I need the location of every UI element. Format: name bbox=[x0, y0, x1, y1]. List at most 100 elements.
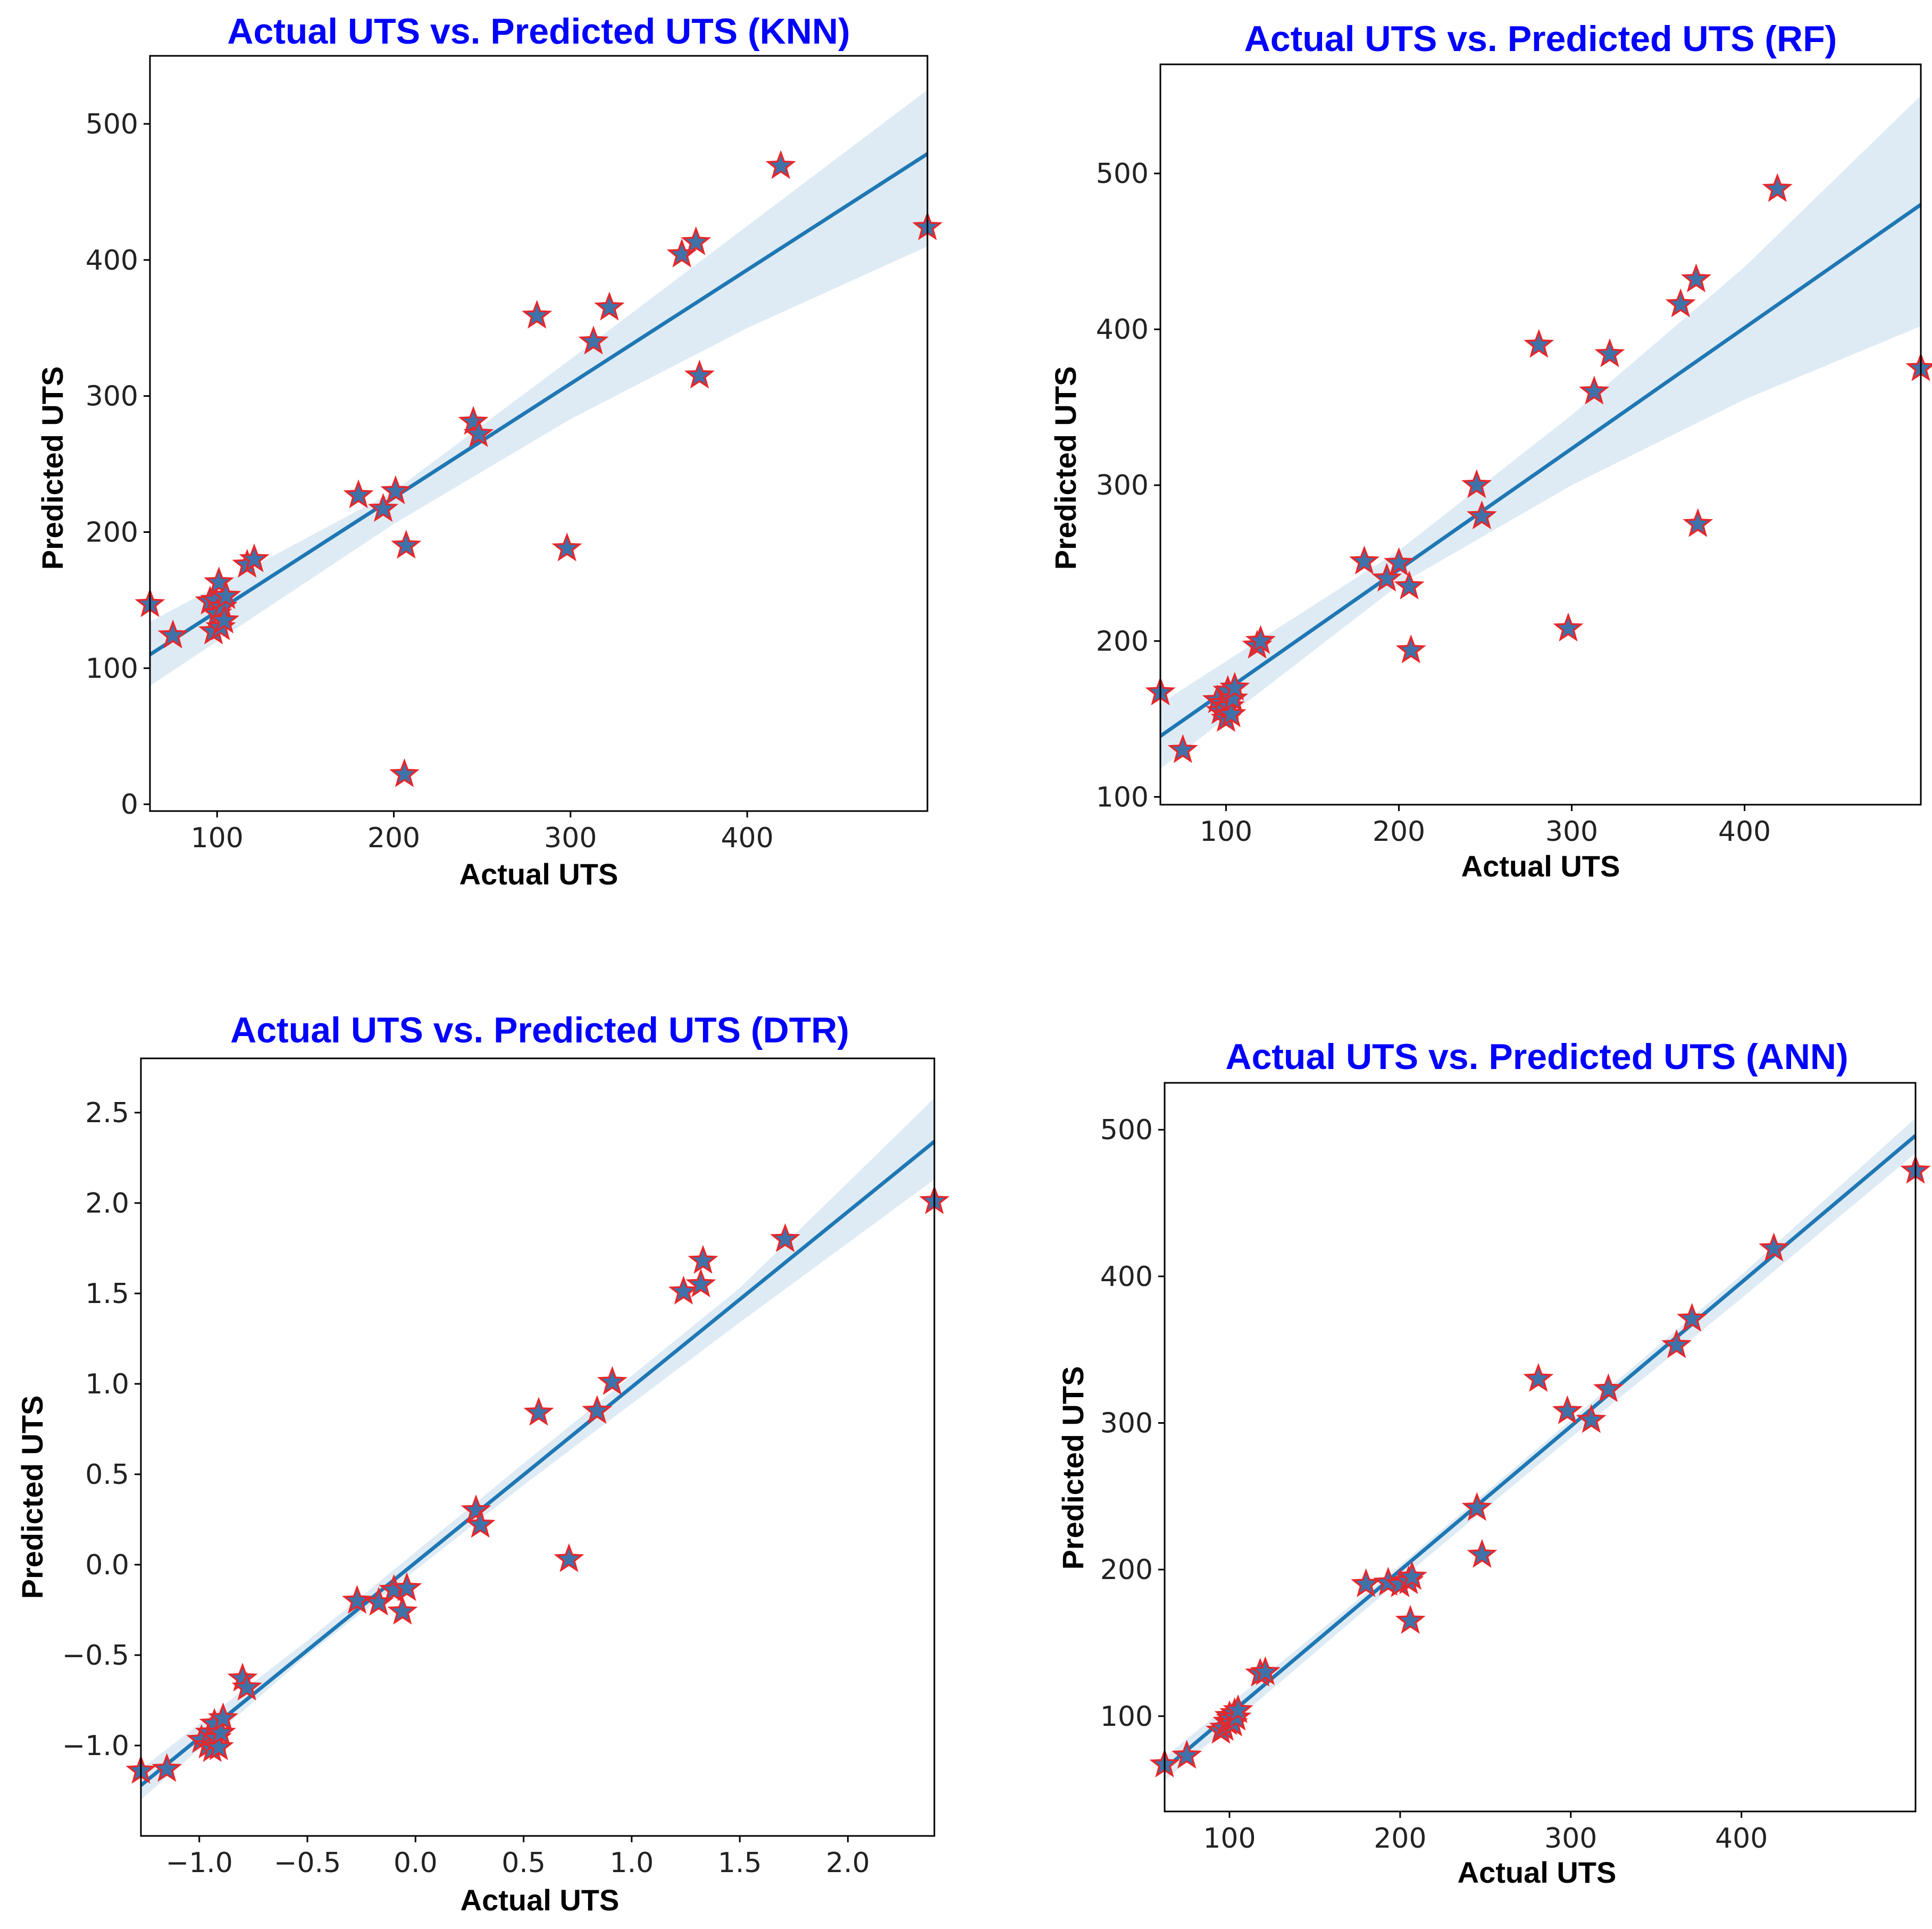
data-point bbox=[582, 1395, 613, 1424]
chart-title: Actual UTS vs. Predicted UTS (ANN) bbox=[1225, 1037, 1848, 1077]
data-point bbox=[1351, 1568, 1382, 1598]
data-point bbox=[1383, 547, 1415, 577]
y-tick-label: 100 bbox=[86, 653, 138, 684]
data-point bbox=[1245, 625, 1276, 654]
data-point bbox=[681, 226, 712, 255]
y-tick-label: 100 bbox=[1096, 781, 1149, 813]
data-point bbox=[668, 1275, 699, 1305]
data-point bbox=[1395, 634, 1426, 664]
panel-dtr: Actual UTS vs. Predicted UTS (DTR) Actua… bbox=[15, 1010, 950, 1917]
data-point bbox=[685, 1268, 716, 1298]
data-point bbox=[368, 493, 399, 522]
y-tick-label: 200 bbox=[1100, 1554, 1153, 1586]
confidence-band bbox=[150, 90, 927, 686]
regression-line bbox=[1159, 203, 1922, 738]
data-point bbox=[1395, 1605, 1426, 1634]
data-point bbox=[1593, 1373, 1624, 1402]
x-axis-label: Actual UTS bbox=[461, 1883, 620, 1917]
data-point bbox=[1683, 508, 1713, 537]
data-point bbox=[1461, 469, 1492, 498]
confidence-band bbox=[141, 1098, 934, 1800]
data-point bbox=[343, 479, 374, 508]
points-layer bbox=[126, 1185, 950, 1784]
x-axis-label: Actual UTS bbox=[1461, 849, 1620, 883]
confidence-band-layer bbox=[1160, 95, 1921, 769]
confidence-band bbox=[1165, 1118, 1916, 1781]
y-axis-label: Predicted UTS bbox=[36, 366, 69, 570]
y-axis-label: Predicted UTS bbox=[1056, 1366, 1090, 1570]
x-tick-label: 100 bbox=[191, 822, 244, 854]
y-tick-label: 2.0 bbox=[85, 1188, 129, 1220]
y-ticks: 0 100 200 300 400 500 bbox=[86, 108, 150, 821]
data-point bbox=[239, 543, 270, 572]
data-point bbox=[1680, 263, 1712, 293]
x-tick-label: 400 bbox=[1718, 816, 1771, 848]
data-point bbox=[1552, 1395, 1583, 1424]
regression-line bbox=[139, 1140, 936, 1787]
data-point bbox=[1349, 545, 1380, 575]
data-point bbox=[391, 530, 422, 559]
x-tick-label: −0.5 bbox=[274, 1847, 341, 1879]
confidence-band bbox=[1160, 95, 1921, 769]
data-point bbox=[211, 580, 241, 609]
data-point bbox=[1396, 1561, 1427, 1590]
data-point bbox=[1394, 570, 1425, 600]
x-tick-label: 200 bbox=[1374, 1823, 1426, 1855]
data-point bbox=[1665, 288, 1696, 318]
data-point bbox=[1762, 173, 1793, 202]
data-point bbox=[1461, 1492, 1492, 1521]
data-point bbox=[688, 1245, 718, 1274]
x-ticks: 100 200 300 400 bbox=[1203, 1811, 1768, 1855]
data-point bbox=[684, 360, 715, 389]
data-point bbox=[1594, 338, 1625, 368]
y-tick-label: −0.5 bbox=[62, 1640, 129, 1672]
x-tick-label: 1.0 bbox=[609, 1847, 654, 1879]
panel-rf: Actual UTS vs. Predicted UTS (RF) Actual… bbox=[1049, 19, 1932, 883]
y-tick-label: 1.0 bbox=[85, 1368, 129, 1400]
confidence-band-layer bbox=[1165, 1118, 1916, 1781]
x-tick-label: 200 bbox=[367, 822, 420, 854]
x-tick-label: 300 bbox=[544, 822, 597, 854]
y-tick-label: 500 bbox=[1096, 158, 1149, 190]
chart-title: Actual UTS vs. Predicted UTS (RF) bbox=[1244, 19, 1837, 59]
x-tick-label: 400 bbox=[1715, 1823, 1768, 1855]
plot-frame bbox=[149, 55, 929, 812]
data-point bbox=[380, 475, 411, 505]
data-point bbox=[231, 1672, 262, 1701]
data-point bbox=[157, 619, 188, 649]
confidence-band-layer bbox=[141, 1098, 934, 1800]
plot-frame bbox=[140, 1057, 935, 1837]
chart-title: Actual UTS vs. Predicted UTS (KNN) bbox=[227, 11, 850, 52]
confidence-band-layer bbox=[150, 90, 927, 686]
data-point bbox=[1524, 329, 1554, 358]
x-tick-label: 300 bbox=[1545, 816, 1598, 848]
y-tick-label: 0.5 bbox=[85, 1459, 129, 1491]
data-point bbox=[551, 532, 582, 562]
y-tick-label: 300 bbox=[86, 381, 138, 413]
x-tick-label: 1.5 bbox=[718, 1847, 762, 1879]
y-tick-label: 1.5 bbox=[85, 1278, 129, 1310]
x-ticks: 100 200 300 400 bbox=[1200, 805, 1771, 848]
y-tick-label: −1.0 bbox=[62, 1730, 129, 1762]
y-tick-label: 2.5 bbox=[85, 1097, 129, 1129]
data-point bbox=[770, 1223, 801, 1252]
data-point bbox=[209, 604, 240, 634]
x-tick-label: 100 bbox=[1203, 1823, 1256, 1855]
y-tick-label: 300 bbox=[1096, 470, 1149, 502]
data-point bbox=[1217, 682, 1249, 712]
data-point bbox=[1579, 375, 1610, 405]
y-tick-label: 0 bbox=[121, 789, 138, 821]
panel-knn: Actual UTS vs. Predicted UTS (KNN) Actua… bbox=[36, 11, 943, 891]
y-tick-label: 100 bbox=[1100, 1701, 1153, 1733]
y-tick-label: 500 bbox=[1100, 1114, 1153, 1146]
data-point bbox=[594, 291, 625, 321]
plot-frame bbox=[1164, 1082, 1917, 1813]
data-point bbox=[1677, 1302, 1708, 1332]
y-tick-label: 400 bbox=[1096, 314, 1149, 346]
data-point bbox=[1553, 612, 1584, 642]
x-ticks: 100 200 300 400 bbox=[191, 811, 774, 854]
data-point bbox=[387, 1596, 418, 1625]
y-tick-label: 400 bbox=[1100, 1261, 1153, 1293]
regression-line-layer bbox=[1163, 1134, 1917, 1771]
